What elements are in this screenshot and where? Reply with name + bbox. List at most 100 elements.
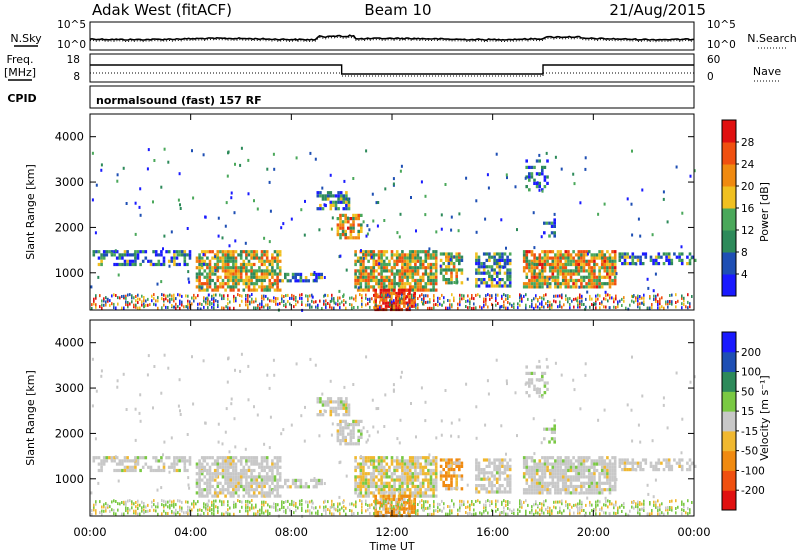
power-cell xyxy=(434,262,438,267)
velocity-cell xyxy=(229,456,233,460)
velocity-cell xyxy=(410,507,414,511)
velocity-cell xyxy=(341,439,345,443)
velocity-cell xyxy=(615,503,617,507)
velocity-cell xyxy=(432,491,435,495)
velocity-cell xyxy=(439,470,442,474)
velocity-cell xyxy=(245,468,248,473)
velocity-cell xyxy=(250,481,253,485)
power-cell xyxy=(585,259,588,263)
velocity-cell xyxy=(525,478,529,482)
velocity-cell xyxy=(237,478,240,482)
velocity-cell xyxy=(263,465,266,469)
power-cell xyxy=(557,294,559,298)
velocity-cell xyxy=(216,491,220,495)
velocity-cell xyxy=(535,391,539,395)
y-tick-label: 3000 xyxy=(55,175,84,189)
power-cell xyxy=(607,299,609,303)
power-cell xyxy=(559,294,561,298)
velocity-cell xyxy=(126,468,129,473)
power-cell xyxy=(561,278,565,283)
velocity-cell xyxy=(450,468,453,472)
power-cell xyxy=(593,282,596,286)
power-cell xyxy=(608,269,612,273)
power-cell xyxy=(421,285,425,289)
velocity-cell xyxy=(405,501,409,505)
power-cell xyxy=(683,303,685,306)
power-cell xyxy=(636,258,640,262)
power-cell xyxy=(678,258,681,262)
power-cell xyxy=(113,306,115,310)
velocity-cell xyxy=(609,502,611,506)
power-cell xyxy=(541,275,544,279)
velocity-cell xyxy=(245,488,248,492)
velocity-cell xyxy=(355,505,357,509)
power-cell xyxy=(255,282,259,286)
power-cell xyxy=(388,275,391,279)
velocity-cell xyxy=(247,512,249,516)
velocity-cell xyxy=(127,511,129,515)
velocity-cell xyxy=(162,468,166,473)
velocity-cell xyxy=(483,506,485,510)
power-cell xyxy=(230,191,233,195)
power-cell xyxy=(429,275,433,279)
velocity-cell xyxy=(342,403,346,407)
power-cell xyxy=(195,285,199,289)
velocity-cell xyxy=(362,481,365,485)
velocity-cell xyxy=(548,475,552,479)
power-cell xyxy=(345,300,347,304)
power-cell xyxy=(136,250,140,254)
power-cell xyxy=(245,253,248,257)
velocity-cell xyxy=(198,462,201,466)
power-cell xyxy=(206,296,209,300)
velocity-cell xyxy=(447,512,449,516)
velocity-cell xyxy=(554,468,557,473)
velocity-cell xyxy=(429,468,433,473)
power-cell xyxy=(290,217,293,221)
power-cell xyxy=(429,266,433,270)
power-cell xyxy=(677,299,679,303)
power-cell xyxy=(392,182,395,186)
power-cell xyxy=(234,262,238,267)
power-cell xyxy=(160,253,163,257)
velocity-cell xyxy=(271,459,274,463)
velocity-cell xyxy=(434,475,438,479)
velocity-cell xyxy=(197,508,199,512)
velocity-cell xyxy=(501,461,504,465)
power-cell xyxy=(173,256,176,260)
power-cell xyxy=(421,275,425,279)
power-cell xyxy=(143,302,145,306)
velocity-cell xyxy=(267,509,269,513)
power-cell xyxy=(390,291,393,296)
power-cell xyxy=(398,235,401,239)
power-cell xyxy=(375,306,377,310)
power-cell xyxy=(522,253,526,257)
power-cell xyxy=(608,253,612,257)
velocity-cell xyxy=(397,501,401,505)
power-cell xyxy=(250,288,253,292)
power-cell xyxy=(533,275,536,279)
velocity-cell xyxy=(157,468,161,473)
power-cell xyxy=(587,269,591,273)
velocity-cell xyxy=(354,456,357,460)
power-cell xyxy=(561,305,563,309)
velocity-cell xyxy=(561,462,565,466)
velocity-cell xyxy=(345,403,348,407)
power-cell xyxy=(100,253,103,257)
power-cell xyxy=(525,272,529,276)
velocity-cell xyxy=(631,439,634,443)
velocity-cell xyxy=(626,461,629,465)
power-cell xyxy=(333,306,335,310)
velocity-cell xyxy=(403,468,407,473)
velocity-cell xyxy=(414,491,417,495)
power-cell xyxy=(556,269,560,273)
power-cell xyxy=(449,303,451,307)
velocity-cell xyxy=(258,472,261,476)
velocity-cell xyxy=(118,462,122,466)
velocity-cell xyxy=(414,488,417,492)
velocity-cell xyxy=(489,503,491,507)
power-cell xyxy=(289,279,292,283)
velocity-cell xyxy=(123,456,127,460)
power-cell xyxy=(265,303,267,307)
velocity-cell xyxy=(535,481,539,485)
velocity-cell xyxy=(175,456,179,460)
